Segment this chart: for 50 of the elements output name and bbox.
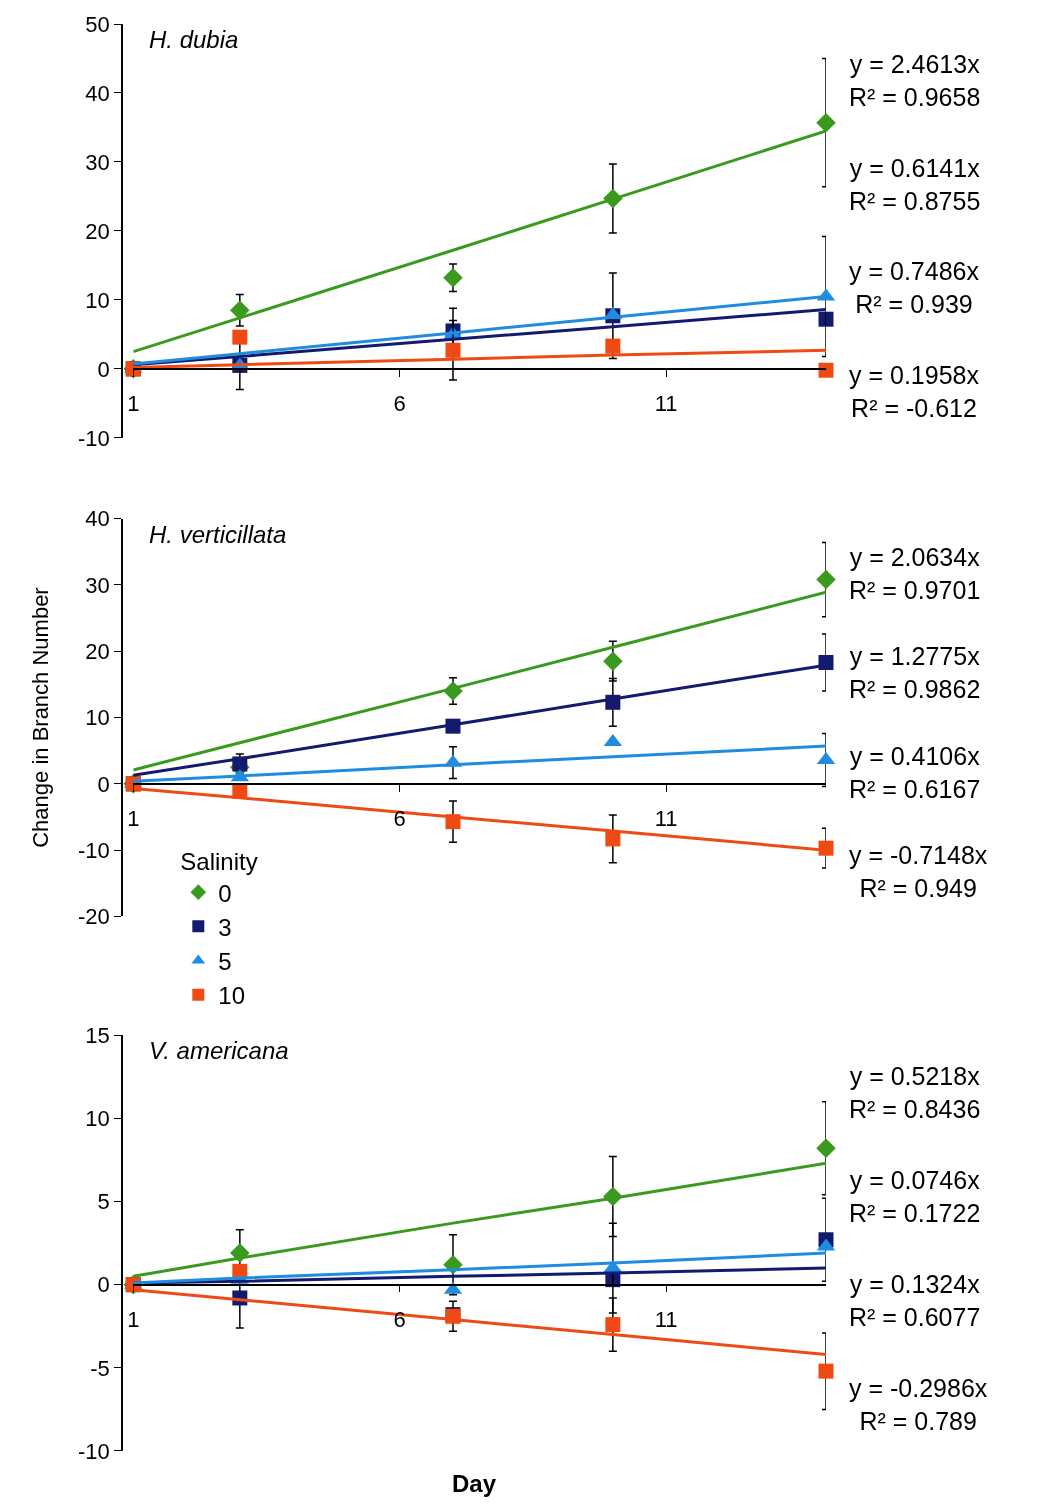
- text: y = -0.7148x R² = 0.949: [849, 841, 988, 902]
- x-tick-label: 11: [654, 391, 678, 417]
- y-tick-label: -10: [78, 425, 110, 451]
- y-axis-title: Change in Branch Number: [28, 587, 54, 848]
- text: y = 0.5218x R² = 0.8436: [849, 1062, 981, 1123]
- y-tick-label: 10: [85, 1106, 110, 1132]
- text: y = 1.2775x R² = 0.9862: [849, 642, 981, 703]
- text: y = 0.6141x R² = 0.8755: [849, 154, 981, 215]
- text: y = 2.0634x R² = 0.9701: [849, 543, 981, 604]
- y-tick-label: 40: [85, 80, 110, 106]
- y-tick-label: 0: [97, 771, 110, 797]
- text: y = 2.4613x R² = 0.9658: [849, 50, 981, 111]
- y-tick-label: 5: [97, 1189, 110, 1215]
- x-tick-label: 11: [654, 806, 678, 832]
- text: y = 0.1324x R² = 0.6077: [849, 1270, 981, 1331]
- text: y = 0.4106x R² = 0.6167: [849, 742, 981, 803]
- y-tick-label: 50: [85, 11, 110, 37]
- legend-label: 5: [218, 947, 232, 975]
- x-tick-label: 1: [127, 806, 140, 832]
- x-tick-label: 6: [393, 806, 406, 832]
- y-tick-label: 10: [85, 287, 110, 313]
- chart-title: H. verticillata: [149, 521, 287, 548]
- y-tick-label: 30: [85, 149, 110, 175]
- legend-label: 0: [218, 879, 232, 907]
- x-tick-label: 6: [393, 391, 406, 417]
- text: y = -0.2986x R² = 0.789: [849, 1374, 988, 1435]
- legend-title: Salinity: [180, 848, 258, 876]
- y-tick-label: 0: [97, 1272, 110, 1298]
- y-tick-label: 15: [85, 1022, 110, 1048]
- y-tick-label: 10: [85, 705, 110, 731]
- x-tick-label: 1: [127, 391, 140, 417]
- y-tick-label: 40: [85, 506, 110, 532]
- y-tick-label: -10: [78, 837, 110, 863]
- y-tick-label: 30: [85, 572, 110, 598]
- chart-title: H. dubia: [149, 26, 239, 53]
- x-axis-title: Day: [452, 1470, 497, 1497]
- y-tick-label: -5: [90, 1355, 110, 1381]
- text: y = 0.7486x R² = 0.939: [849, 257, 980, 318]
- legend-label: 3: [218, 913, 232, 941]
- chart-title: V. americana: [149, 1037, 289, 1064]
- y-tick-label: 20: [85, 638, 110, 664]
- y-tick-label: -10: [78, 1438, 110, 1464]
- text: y = 0.0746x R² = 0.1722: [849, 1166, 981, 1227]
- y-tick-label: -20: [78, 904, 110, 930]
- y-tick-label: 20: [85, 218, 110, 244]
- legend-label: 10: [218, 982, 246, 1010]
- y-tick-label: 0: [97, 356, 110, 382]
- text: y = 0.1958x R² = -0.612: [849, 361, 980, 422]
- x-tick-label: 1: [127, 1306, 140, 1332]
- x-tick-label: 11: [654, 1306, 678, 1332]
